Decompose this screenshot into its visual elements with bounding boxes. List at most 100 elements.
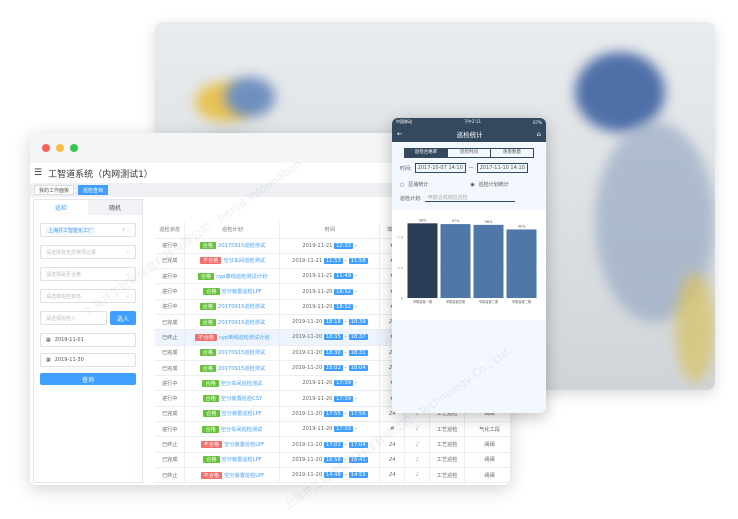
plan-link: 空分装置巡检LPF [221,457,262,464]
table-cell: 2019-11-20 16:58 – 16:41 [279,452,381,468]
calendar-icon: ▦ [46,357,51,363]
table-cell: 气化工段 [464,421,510,438]
date-to-field[interactable]: ▦ 2019-11-30 [40,353,136,367]
menu-icon[interactable]: ☰ [34,168,43,178]
bar-value-label: 96% [485,220,493,224]
result-badge: 合格 [202,379,219,387]
calendar-icon: ▦ [46,337,51,343]
bar [473,224,504,298]
table-cell: 进行中 [155,375,186,392]
table-cell: 进行中 [155,283,186,300]
chevron-down-icon: ×⌄ [121,227,130,233]
y-tick-label: 0 [401,297,403,301]
x-tick-label: 甲醇装置三期 [479,299,498,304]
table-cell: 工艺巡检 [429,436,466,453]
column-header: 巡检状态 [155,222,186,239]
table-cell: 已完成 [155,345,186,361]
table-cell: 已终止 [155,436,186,453]
minimize-button[interactable] [56,144,64,152]
table-cell: 合格 cyp离线巡检测试计划 [184,268,281,285]
table-cell: 2019-11-20 14:48 – 14:55 [279,467,381,484]
table-cell: 合格 空分车间巡检测试 [184,375,281,392]
radio-plan[interactable]: ◉ [470,181,475,188]
table-cell: 合格 20170915巡检测试 [184,314,281,331]
status: 已完成 [161,365,178,372]
table-cell: 2019-11-20 18:30 – 18:31 [279,345,381,361]
segment-pass-rate[interactable]: 巡检合格率 [405,149,448,157]
table-cell: 进行中 [155,421,186,438]
result-badge: 不合格 [200,471,223,479]
status: 已终止 [161,442,178,448]
table-row[interactable]: 已完成 合格 空分装置巡检LPF 2019-11-20 16:58 – 16:41 24… [155,452,510,468]
chevron-down-icon: ⌄ [125,249,130,255]
plan-link: 空分装置巡检LPF [221,289,262,296]
table-cell: 2019-11-21 12:03 – [279,238,381,254]
table-cell: 24 [379,467,406,484]
status: 进行中 [161,426,178,433]
bar [506,229,537,298]
tab-inspection[interactable]: 巡检 [54,205,67,212]
result-badge: 合格 [199,349,217,357]
bar-value-label: 98% [419,218,427,222]
query-button[interactable]: 查询 [40,373,136,385]
table-cell: ♪ [404,436,431,453]
plan-link: 20170915巡检测试 [218,319,266,326]
table-cell: 已完成 [155,406,186,423]
date-to[interactable]: 2017-11-10 14:10 [476,163,528,173]
table-cell: 已终止 [155,467,186,484]
plan-link: cyp离线巡检测试计划 [216,273,267,280]
plan-link: 20170915巡检测试 [218,365,266,372]
plan-link: 空分装置巡检LPF [221,411,262,418]
result-badge: 不合格 [195,333,217,341]
column-header: 巡检计划 [184,222,281,239]
date-from[interactable]: 2017-10-07 14:10 [414,163,466,173]
x-tick-label: 甲醇装置一期 [413,299,432,304]
select-person-button[interactable]: 选人 [110,311,136,325]
plant-tag: 上海井工智能化工厂 [46,226,96,234]
table-cell: 合格 空分装置巡检LPF [184,452,281,468]
table-cell: ♪ [404,421,431,438]
table-cell: 2019-11-20 18:02 – 18:04 [279,360,381,377]
plan-field[interactable]: 甲醇合成岗位巡检 [424,194,515,202]
plan-link: 空分车间巡检测试 [223,258,265,265]
table-cell: 2019-11-20 17:01 – 17:04 [279,436,381,453]
abnormal-select[interactable]: 请选择有无异常项记录 ⌄ [40,245,136,259]
segment-time[interactable]: 巡检时间 [448,149,491,157]
chevron-down-icon: ⌄ [125,271,130,277]
radio-area[interactable]: ○ [400,181,405,188]
result-badge: 合格 [199,303,217,311]
status: 进行中 [161,289,178,296]
tab-inspection-query[interactable]: 巡检查询 [78,185,109,195]
table-cell: 已完成 [155,452,186,468]
maximize-button[interactable] [70,144,78,152]
home-icon[interactable]: ⌂ [536,130,541,138]
close-button[interactable] [42,144,50,152]
back-icon[interactable]: ← [397,130,403,138]
table-cell: ♪ [404,467,431,484]
tab-random[interactable]: 随机 [88,200,142,215]
table-cell: 2019-11-21 11:49 – [279,268,381,285]
pass-select[interactable]: 请选择是否合格 ⌄ [40,267,136,281]
table-cell: 2019-11-20 17:03 – [279,421,381,438]
table-cell: 合格 空分装置巡检CSY [184,390,281,407]
table-cell: 已完成 [155,253,186,270]
plan-link: 空分装置巡检LPF [224,442,265,448]
time-label: 时间: [400,165,412,172]
tab-dashboard[interactable]: 我的工作面板 [34,185,75,195]
segment-hazards[interactable]: 隐患数量 [503,150,521,155]
table-row[interactable]: 已终止 不合格 空分装置巡检LPF 2019-11-20 17:01 – 17:04 2… [155,436,510,453]
table-cell: 进行中 [155,238,186,254]
status: 已完成 [161,319,178,326]
result-badge: 合格 [197,272,215,280]
table-cell: 工艺巡检 [429,467,466,484]
date-from-field[interactable]: ▦ 2019-11-01 [40,333,136,347]
column-header: 时间 [279,222,381,239]
app-title: 工智道系统（内网测试1） [48,169,153,180]
table-cell: 阀阀 [464,452,510,468]
status-select[interactable]: 请选择巡检状态 ⌄ [40,289,136,303]
result-badge: 合格 [203,456,220,464]
table-row[interactable]: 已终止 不合格 空分装置巡检LPF 2019-11-20 14:48 – 14:55 2… [155,467,510,484]
plant-select[interactable]: 上海井工智能化工厂 ×⌄ [40,223,136,237]
table-row[interactable]: 进行中 合格 空分车间巡检测试 2019-11-20 17:03 – # ♪ 工艺巡检 气化… [155,421,510,438]
person-input[interactable]: 请选择巡检人 [40,311,107,325]
